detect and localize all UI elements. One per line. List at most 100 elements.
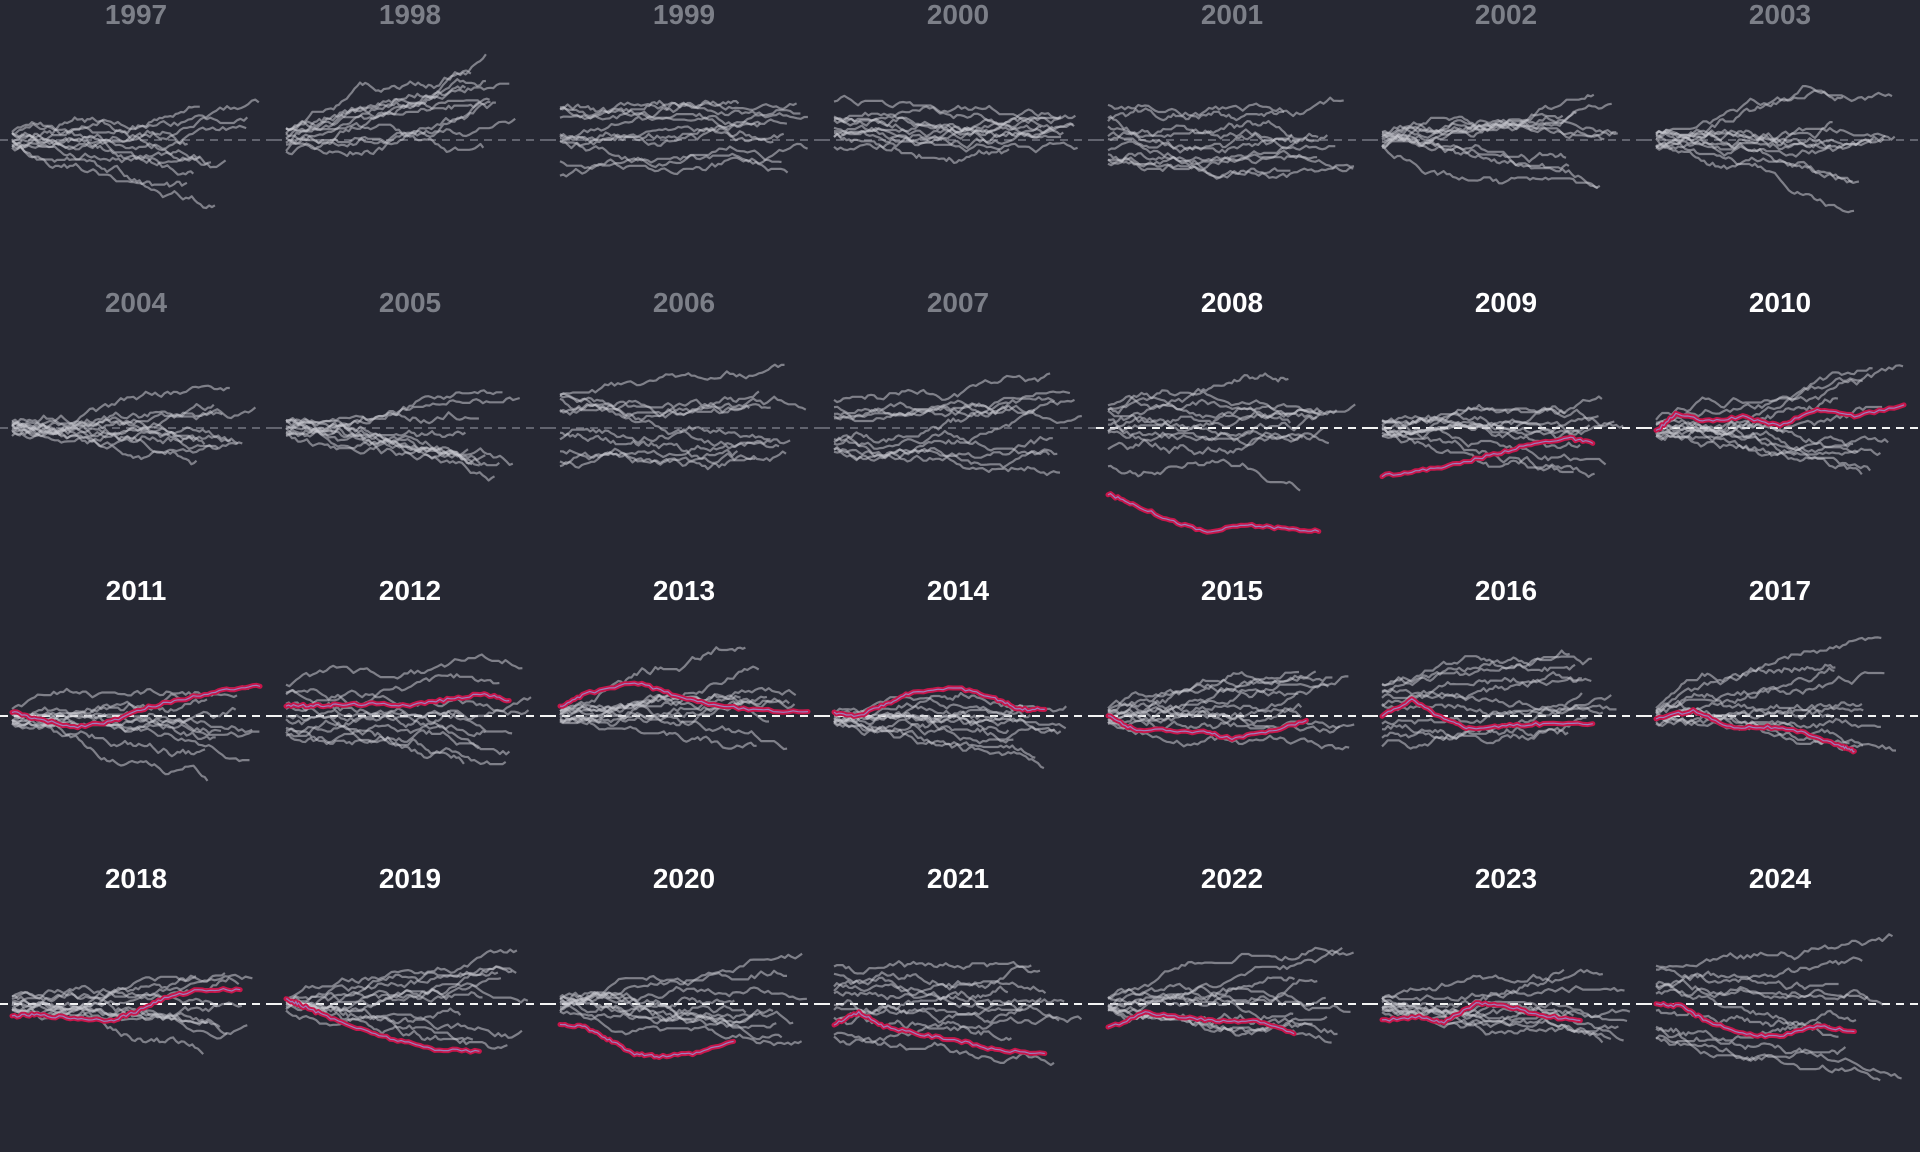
panel-title: 1999 <box>652 0 716 30</box>
highlight-line-core <box>285 998 480 1053</box>
context-line <box>559 646 746 713</box>
context-line <box>11 406 257 434</box>
context-line <box>285 965 517 1002</box>
context-line <box>285 427 500 467</box>
context-line <box>559 390 760 411</box>
highlight-line-core <box>559 1023 734 1059</box>
context-line <box>1107 976 1295 1010</box>
context-line <box>1381 693 1617 713</box>
context-line <box>833 696 1067 720</box>
panel-title: 2017 <box>1748 575 1812 606</box>
panel-plot <box>1370 395 1644 480</box>
panel-plot <box>1096 372 1370 535</box>
panel-plot <box>274 653 548 766</box>
panel-2018: 2018 <box>0 863 286 1152</box>
context-line <box>559 109 808 129</box>
context-line <box>559 125 785 143</box>
panel-plot <box>822 372 1096 477</box>
context-line <box>11 131 195 176</box>
context-line <box>1655 89 1893 135</box>
panel-title: 2018 <box>104 863 168 894</box>
context-line <box>1381 134 1567 163</box>
context-line <box>1107 458 1301 492</box>
context-line <box>11 687 238 710</box>
panel-plot <box>1644 364 1918 476</box>
context-line <box>1655 129 1860 184</box>
context-line <box>833 716 1062 745</box>
panel-plot <box>274 389 548 482</box>
context-line <box>559 997 754 1027</box>
context-line <box>833 1035 1055 1067</box>
context-line <box>833 708 1013 736</box>
panel-title: 2010 <box>1748 287 1812 318</box>
panel-2013: 2013 <box>548 576 834 864</box>
context-line <box>1107 990 1351 1013</box>
panel-2009: 2009 <box>1370 288 1656 576</box>
context-line <box>833 372 1051 404</box>
context-line <box>285 977 502 1012</box>
context-line <box>833 429 1051 456</box>
panel-1998: 1998 <box>274 0 560 288</box>
context-line <box>559 128 774 147</box>
context-line <box>1107 152 1318 170</box>
context-line <box>1107 403 1338 421</box>
highlight-line-core <box>833 687 1045 718</box>
context-line <box>1655 425 1854 457</box>
context-line <box>559 693 744 718</box>
highlight-line <box>1105 491 1322 535</box>
context-line <box>1381 144 1599 189</box>
context-line <box>1381 726 1569 740</box>
context-line <box>1381 1001 1575 1021</box>
context-line <box>1107 140 1355 169</box>
context-line <box>1381 968 1604 999</box>
panel-2016: 2016 <box>1370 576 1656 864</box>
context-line <box>11 145 216 210</box>
context-line <box>833 405 1009 444</box>
context-line <box>11 990 243 1008</box>
context-line <box>11 420 198 466</box>
context-line <box>833 720 1045 770</box>
context-line <box>559 431 739 460</box>
context-line <box>1381 985 1625 1002</box>
context-line <box>1107 982 1326 1007</box>
panel-title: 2001 <box>1200 0 1264 30</box>
panel-title: 2015 <box>1200 575 1264 606</box>
panel-title: 2005 <box>378 287 442 318</box>
context-line <box>1655 1025 1881 1082</box>
context-line <box>1381 671 1583 700</box>
highlight-line-core <box>1107 492 1320 533</box>
highlight-line <box>831 1009 1048 1056</box>
panel-2007: 2007 <box>822 288 1108 576</box>
highlight-line-core <box>11 684 261 729</box>
context-line <box>559 441 780 469</box>
panel-plot <box>1096 946 1370 1044</box>
context-line <box>11 428 195 445</box>
context-line <box>1655 979 1869 1001</box>
context-line <box>1381 121 1605 141</box>
context-line <box>1107 410 1318 432</box>
panel-plot <box>0 972 274 1055</box>
context-line <box>559 156 782 178</box>
context-line <box>559 99 740 115</box>
context-line <box>1655 956 1863 989</box>
panel-plot <box>1370 968 1644 1044</box>
panel-2015: 2015 <box>1096 575 1382 864</box>
context-line <box>1381 132 1601 189</box>
context-line <box>11 1006 204 1055</box>
panel-title: 2023 <box>1474 863 1538 894</box>
panel-2008: 2008 <box>1096 288 1382 576</box>
panel-2017: 2017 <box>1644 575 1920 864</box>
context-line <box>559 425 771 445</box>
context-line <box>560 991 794 1027</box>
context-line <box>285 696 532 722</box>
panel-title: 2006 <box>652 287 716 318</box>
panel-plot <box>1644 636 1918 755</box>
context-line <box>833 972 1060 1022</box>
context-line <box>285 673 500 707</box>
panel-plot <box>1370 93 1644 189</box>
context-line <box>833 132 1010 164</box>
panel-title: 2020 <box>652 863 716 894</box>
context-line <box>12 974 197 1007</box>
context-line <box>1655 988 1857 1028</box>
context-line <box>285 1000 508 1050</box>
